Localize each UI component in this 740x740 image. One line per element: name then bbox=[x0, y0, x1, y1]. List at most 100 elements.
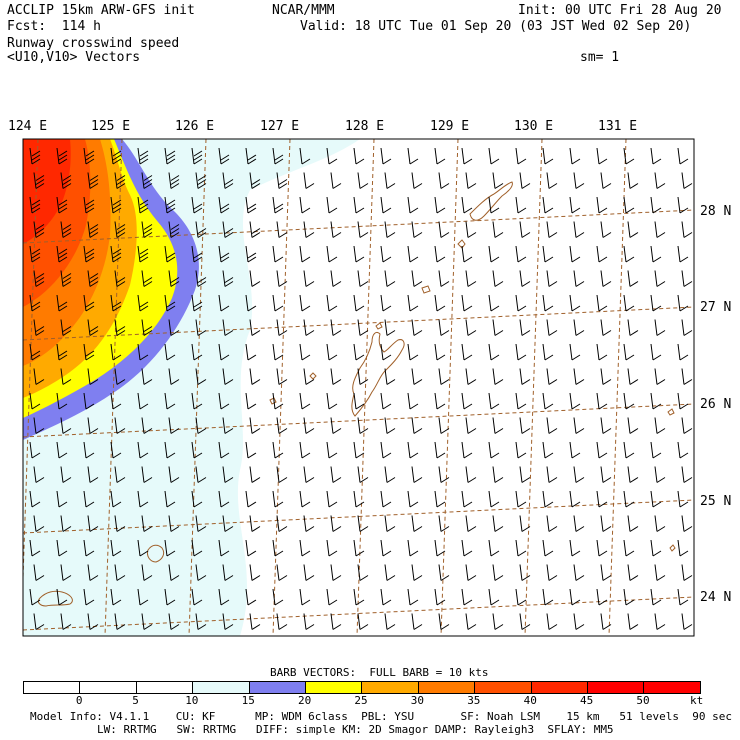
wind-barb bbox=[303, 319, 315, 336]
wind-barb bbox=[623, 294, 635, 312]
wind-barb bbox=[623, 196, 635, 214]
wind-barb bbox=[276, 417, 288, 434]
wind-barb bbox=[326, 588, 338, 606]
wind-barb bbox=[168, 270, 180, 287]
wind-barb bbox=[357, 270, 369, 287]
wind-barb bbox=[353, 539, 365, 557]
wind-barb bbox=[110, 343, 122, 361]
wind-barb bbox=[465, 417, 477, 434]
wind-barb bbox=[56, 294, 68, 312]
wind-barb bbox=[245, 441, 257, 459]
wind-barb bbox=[384, 466, 396, 483]
wind-barb bbox=[596, 294, 608, 312]
wind-barb bbox=[249, 613, 261, 630]
wind-barb bbox=[191, 245, 203, 263]
wind-barb bbox=[434, 441, 446, 459]
wind-barb bbox=[303, 270, 315, 287]
wind-barb bbox=[60, 319, 72, 336]
wind-barb bbox=[519, 172, 531, 189]
wind-barb bbox=[465, 515, 477, 532]
wind-barb bbox=[627, 368, 639, 385]
wind-barb bbox=[519, 270, 531, 287]
wind-barb bbox=[519, 466, 531, 483]
lon-label-131: 131 E bbox=[598, 119, 638, 134]
wind-barb bbox=[353, 294, 365, 312]
wind-barb bbox=[380, 196, 392, 214]
ishigaki-island bbox=[37, 590, 73, 607]
wind-barb bbox=[573, 515, 585, 532]
wind-barb bbox=[222, 466, 234, 483]
wind-barb bbox=[434, 539, 446, 557]
wind-barb bbox=[654, 613, 666, 630]
wind-barb bbox=[272, 392, 284, 410]
wind-barb bbox=[650, 245, 662, 263]
color-scale-bin bbox=[135, 681, 194, 694]
wind-barb bbox=[299, 147, 311, 165]
wind-barb bbox=[33, 564, 45, 581]
wind-barb bbox=[276, 368, 288, 385]
wind-barb bbox=[546, 319, 558, 336]
wind-barb bbox=[411, 466, 423, 483]
wind-barb bbox=[519, 319, 531, 336]
wind-barb bbox=[87, 368, 99, 385]
wind-barb bbox=[87, 417, 99, 434]
wind-barb bbox=[56, 490, 68, 508]
wind-barb bbox=[29, 196, 41, 214]
wind-barb bbox=[114, 270, 126, 287]
wind-barb bbox=[114, 417, 126, 434]
wind-barb bbox=[330, 564, 342, 581]
color-scale-bin bbox=[474, 681, 532, 694]
wind-barb bbox=[218, 245, 230, 263]
meridian-line-2 bbox=[188, 139, 207, 636]
wind-barb bbox=[87, 319, 99, 336]
lon-label-129: 129 E bbox=[430, 119, 470, 134]
wind-barb bbox=[515, 539, 527, 557]
wind-barb bbox=[546, 564, 558, 581]
color-scale-bin bbox=[361, 681, 419, 694]
wind-barb bbox=[110, 245, 122, 263]
wind-barb bbox=[461, 196, 473, 214]
wind-barb bbox=[141, 417, 153, 434]
wind-barb bbox=[222, 270, 234, 287]
model-info: Model Info: V4.1.1 CU: KF MP: WDM 6class… bbox=[30, 710, 732, 723]
wind-barb bbox=[272, 196, 284, 214]
wind-barb bbox=[137, 588, 149, 606]
wind-barb bbox=[488, 196, 500, 214]
wind-barb bbox=[600, 368, 612, 385]
wind-barb bbox=[411, 515, 423, 532]
islet-2 bbox=[421, 285, 431, 294]
wind-barb bbox=[569, 245, 581, 263]
wind-barb bbox=[164, 490, 176, 508]
islet-6 bbox=[667, 408, 675, 416]
wind-barb bbox=[681, 270, 693, 287]
wind-barb bbox=[384, 417, 396, 434]
wind-barb bbox=[627, 172, 639, 189]
wind-barb bbox=[542, 490, 554, 508]
wind-barb bbox=[110, 490, 122, 508]
wind-barb bbox=[681, 613, 693, 630]
wind-barb bbox=[677, 245, 689, 263]
wind-barb bbox=[488, 343, 500, 361]
wind-barb bbox=[245, 490, 257, 508]
wind-barb bbox=[569, 196, 581, 214]
wind-barb bbox=[515, 490, 527, 508]
wind-barb bbox=[465, 564, 477, 581]
wind-barb bbox=[164, 294, 176, 312]
wind-barb bbox=[245, 294, 257, 312]
lon-label-130: 130 E bbox=[514, 119, 554, 134]
wind-barb bbox=[60, 221, 72, 238]
wind-barb bbox=[330, 613, 342, 630]
wind-barb bbox=[83, 196, 95, 214]
wind-barb bbox=[303, 515, 315, 532]
wind-barb bbox=[326, 392, 338, 410]
wind-barb bbox=[60, 172, 72, 189]
wind-barb bbox=[627, 417, 639, 434]
wind-barb bbox=[33, 270, 45, 287]
wind-barb bbox=[488, 392, 500, 410]
valid-time: Valid: 18 UTC Tue 01 Sep 20 (03 JST Wed … bbox=[300, 19, 692, 34]
islet-7 bbox=[669, 544, 676, 552]
wind-barb bbox=[164, 441, 176, 459]
wind-barb bbox=[110, 588, 122, 606]
wind-barb bbox=[353, 343, 365, 361]
wind-barb bbox=[56, 441, 68, 459]
